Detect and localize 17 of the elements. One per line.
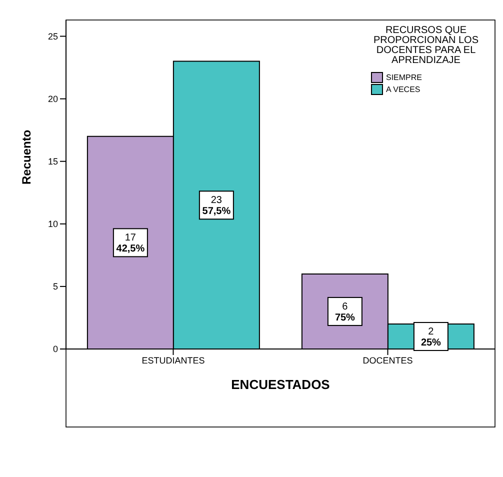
x-tick-label: DOCENTES — [362, 355, 413, 366]
x-axis-title: ENCUESTADOS — [231, 377, 330, 392]
y-tick-label: 20 — [48, 94, 58, 104]
legend-label: SIEMPRE — [386, 72, 422, 82]
y-axis-title: Recuento — [19, 130, 34, 184]
y-tick-label: 25 — [48, 31, 58, 42]
y-tick-label: 15 — [48, 156, 58, 167]
y-tick-label: 5 — [52, 282, 58, 292]
data-label: 17 42,5% — [116, 232, 145, 255]
data-label: 6 75% — [334, 301, 356, 324]
y-tick-label: 0 — [52, 344, 58, 354]
x-tick-label: ESTUDIANTES — [142, 355, 205, 366]
legend-title: RECURSOS QUE PROPORCIONAN LOS DOCENTES PARA EL APRENDIZAJE — [372, 25, 480, 66]
y-tick-label: 10 — [48, 219, 58, 230]
data-label: 23 57,5% — [202, 195, 231, 218]
legend-label: A VECES — [386, 84, 420, 94]
data-label: 2 25% — [420, 326, 442, 348]
